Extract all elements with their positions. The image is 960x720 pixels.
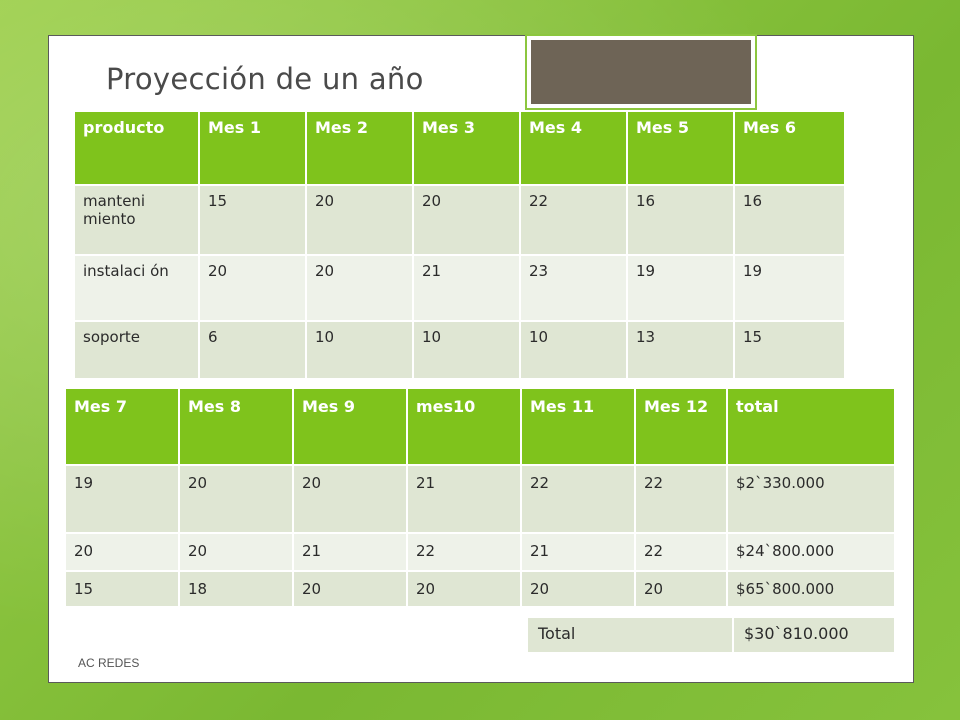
column-header: Mes 2 [305, 110, 414, 186]
table-cell: 20 [305, 254, 414, 322]
table-cell: 20 [198, 254, 307, 322]
grand-total-table: Total $30`810.000 [526, 616, 896, 654]
table-cell: instalaci ón [73, 254, 200, 322]
column-header: Mes 8 [178, 387, 294, 466]
table-cell: $2`330.000 [726, 464, 896, 534]
table-cell: 20 [292, 570, 408, 608]
table-cell: $65`800.000 [726, 570, 896, 608]
table-cell: 16 [733, 184, 846, 256]
table-header-row: Mes 7 Mes 8 Mes 9 mes10 Mes 11 Mes 12 to… [64, 387, 896, 466]
table-cell: 20 [634, 570, 728, 608]
table-row: 19 20 20 21 22 22 $2`330.000 [64, 464, 896, 534]
table-cell: 20 [178, 532, 294, 572]
table-cell: 23 [519, 254, 628, 322]
table-cell: 15 [198, 184, 307, 256]
table-row: 20 20 21 22 21 22 $24`800.000 [64, 532, 896, 572]
column-header: Mes 6 [733, 110, 846, 186]
table-cell: 22 [634, 532, 728, 572]
table-cell: 21 [406, 464, 522, 534]
table-cell: soporte [73, 320, 200, 380]
column-header: Mes 11 [520, 387, 636, 466]
table-cell: 15 [733, 320, 846, 380]
column-header: mes10 [406, 387, 522, 466]
slide-title: Proyección de un año [106, 62, 424, 96]
table-cell: 21 [292, 532, 408, 572]
table-cell: 20 [305, 184, 414, 256]
table-row: 15 18 20 20 20 20 $65`800.000 [64, 570, 896, 608]
column-header: Mes 4 [519, 110, 628, 186]
table-cell: 13 [626, 320, 735, 380]
table-cell: 19 [733, 254, 846, 322]
table-header-row: producto Mes 1 Mes 2 Mes 3 Mes 4 Mes 5 M… [73, 110, 846, 186]
column-header: total [726, 387, 896, 466]
column-header: Mes 9 [292, 387, 408, 466]
table-cell: 18 [178, 570, 294, 608]
table-cell: 10 [412, 320, 521, 380]
projection-table-months-1-6: producto Mes 1 Mes 2 Mes 3 Mes 4 Mes 5 M… [73, 110, 846, 380]
column-header: Mes 7 [64, 387, 180, 466]
table-cell: 22 [520, 464, 636, 534]
table-cell: 20 [412, 184, 521, 256]
decorative-frame [525, 34, 757, 110]
table-cell: manteni miento [73, 184, 200, 256]
table-cell: 20 [64, 532, 180, 572]
table-row: manteni miento 15 20 20 22 16 16 [73, 184, 846, 256]
footer-text: AC REDES [78, 656, 140, 670]
grand-total-row: Total $30`810.000 [526, 616, 896, 654]
column-header: Mes 3 [412, 110, 521, 186]
column-header: Mes 5 [626, 110, 735, 186]
table-cell: $24`800.000 [726, 532, 896, 572]
table-cell: 15 [64, 570, 180, 608]
column-header: producto [73, 110, 200, 186]
column-header: Mes 12 [634, 387, 728, 466]
column-header: Mes 1 [198, 110, 307, 186]
table-cell: 22 [634, 464, 728, 534]
grand-total-value: $30`810.000 [732, 616, 896, 654]
table-cell: 10 [305, 320, 414, 380]
grand-total-label: Total [526, 616, 734, 654]
projection-table-months-7-12: Mes 7 Mes 8 Mes 9 mes10 Mes 11 Mes 12 to… [64, 387, 896, 608]
table-row: soporte 6 10 10 10 13 15 [73, 320, 846, 380]
table-cell: 20 [520, 570, 636, 608]
table-cell: 6 [198, 320, 307, 380]
table-cell: 22 [519, 184, 628, 256]
table-cell: 20 [406, 570, 522, 608]
table-row: instalaci ón 20 20 21 23 19 19 [73, 254, 846, 322]
table-cell: 22 [406, 532, 522, 572]
table-cell: 21 [520, 532, 636, 572]
table-cell: 19 [64, 464, 180, 534]
table-cell: 20 [292, 464, 408, 534]
table-cell: 10 [519, 320, 628, 380]
table-cell: 20 [178, 464, 294, 534]
table-cell: 21 [412, 254, 521, 322]
table-cell: 19 [626, 254, 735, 322]
table-cell: 16 [626, 184, 735, 256]
